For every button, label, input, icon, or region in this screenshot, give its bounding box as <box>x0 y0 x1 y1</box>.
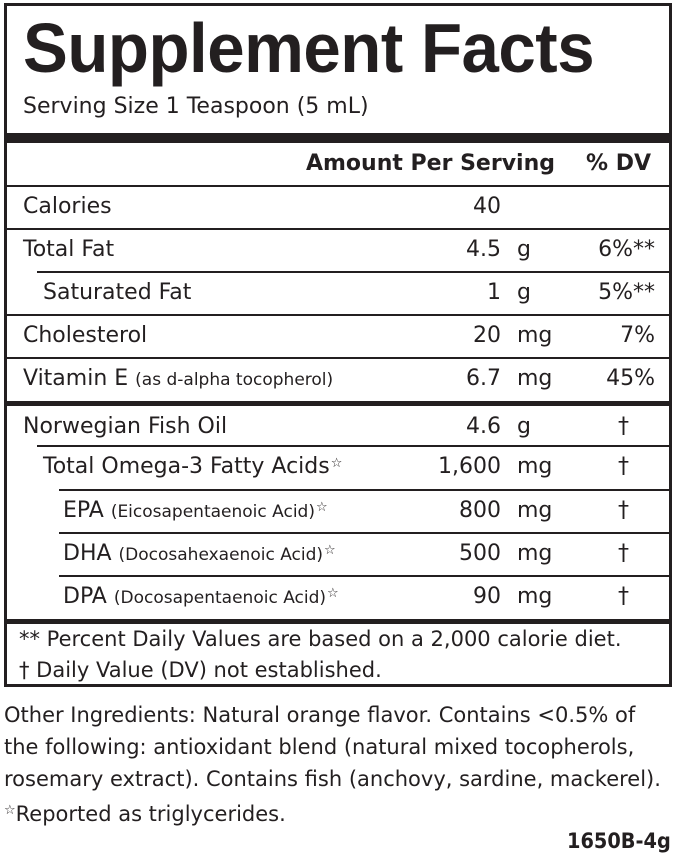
nutrient-unit: mg <box>517 323 553 348</box>
row-divider <box>7 228 669 230</box>
row-divider <box>59 532 669 534</box>
other-ingredients-line: Other Ingredients: Natural orange flavor… <box>4 703 636 727</box>
footnotes: ** Percent Daily Values are based on a 2… <box>19 624 622 686</box>
ingredient-unit: mg <box>517 454 553 479</box>
ingredient-dv: † <box>618 498 629 523</box>
section-divider <box>7 619 669 624</box>
nutrient-row: Total Fat 4.5 g 6%** <box>7 230 669 273</box>
section-divider <box>7 401 669 406</box>
nutrient-amount: 1 <box>487 280 501 305</box>
star-icon: ☆ <box>327 586 339 601</box>
star-icon: ☆ <box>324 543 336 558</box>
product-code: 1650B-4g <box>567 829 671 853</box>
ingredient-name-text: DPA <box>63 584 114 609</box>
nutrient-row: Vitamin E (as d-alpha tocopherol) 6.7 mg… <box>7 359 669 402</box>
ingredient-name-text: EPA <box>63 498 111 523</box>
star-footnote-text: Reported as triglycerides. <box>15 802 286 826</box>
ingredient-name: Norwegian Fish Oil <box>23 414 228 439</box>
ingredient-qualifier: (Docosahexaenoic Acid) <box>118 545 324 565</box>
nutrient-row: Calories 40 <box>7 187 669 230</box>
ingredient-unit: mg <box>517 584 553 609</box>
ingredient-amount: 1,600 <box>438 454 501 479</box>
row-divider <box>7 357 669 359</box>
nutrient-unit: g <box>517 237 531 262</box>
supplement-facts-panel: Supplement Facts Serving Size 1 Teaspoon… <box>4 3 672 687</box>
row-divider <box>7 314 669 316</box>
serving-size: Serving Size 1 Teaspoon (5 mL) <box>23 94 369 119</box>
row-divider <box>37 271 669 273</box>
nutrient-name: Calories <box>23 194 112 219</box>
ingredient-dv: † <box>618 584 629 609</box>
ingredient-row: Norwegian Fish Oil 4.6 g † <box>7 407 669 450</box>
ingredient-amount: 4.6 <box>466 414 501 439</box>
nutrient-name: Cholesterol <box>23 323 148 348</box>
star-icon: ☆ <box>330 456 343 471</box>
ingredient-qualifier: (Docosapentaenoic Acid) <box>113 588 327 608</box>
ingredient-row: Total Omega-3 Fatty Acids☆ 1,600 mg † <box>7 447 669 490</box>
nutrient-amount: 4.5 <box>466 237 501 262</box>
nutrient-dv: 6%** <box>598 237 655 262</box>
ingredient-unit: g <box>517 414 531 439</box>
amount-per-serving-header: Amount Per Serving <box>305 151 555 176</box>
other-ingredients: Other Ingredients: Natural orange flavor… <box>4 699 674 830</box>
ingredient-amount: 800 <box>459 498 501 523</box>
header-divider <box>7 185 669 187</box>
ingredient-name: Total Omega-3 Fatty Acids☆ <box>43 454 342 479</box>
nutrient-qualifier: (as d-alpha tocopherol) <box>135 370 334 390</box>
nutrient-amount: 6.7 <box>466 366 501 391</box>
ingredient-dv: † <box>618 454 629 479</box>
ingredient-row: EPA (Eicosapentaenoic Acid)☆ 800 mg † <box>7 491 669 534</box>
column-header-row: Amount Per Serving % DV <box>7 143 669 185</box>
footnote-dv-not-established: † Daily Value (DV) not established. <box>19 658 382 682</box>
row-divider <box>59 575 669 577</box>
ingredient-qualifier: (Eicosapentaenoic Acid) <box>110 502 315 522</box>
ingredient-unit: mg <box>517 498 553 523</box>
row-divider <box>59 489 669 491</box>
nutrient-amount: 20 <box>473 323 501 348</box>
nutrient-name: Saturated Fat <box>43 280 192 305</box>
row-divider <box>37 445 669 447</box>
nutrient-dv: 45% <box>606 366 655 391</box>
footnote-dv-basis: ** Percent Daily Values are based on a 2… <box>19 627 622 651</box>
star-icon: ☆ <box>315 500 328 515</box>
nutrient-name: Total Fat <box>23 237 115 262</box>
ingredient-name: DPA (Docosapentaenoic Acid)☆ <box>63 584 339 609</box>
percent-dv-header: % DV <box>586 151 651 176</box>
nutrient-amount: 40 <box>473 194 501 219</box>
nutrient-unit: mg <box>517 366 553 391</box>
ingredient-row: DHA (Docosahexaenoic Acid)☆ 500 mg † <box>7 534 669 577</box>
nutrient-name-text: Vitamin E <box>23 366 136 391</box>
star-footnote: ☆Reported as triglycerides. <box>4 795 674 830</box>
ingredient-amount: 90 <box>473 584 501 609</box>
ingredient-name: DHA (Docosahexaenoic Acid)☆ <box>63 541 336 566</box>
ingredient-row: DPA (Docosapentaenoic Acid)☆ 90 mg † <box>7 577 669 620</box>
thick-divider <box>7 133 669 143</box>
ingredient-dv: † <box>618 414 629 439</box>
panel-title: Supplement Facts <box>23 9 595 87</box>
star-icon: ☆ <box>4 803 16 818</box>
ingredient-unit: mg <box>517 541 553 566</box>
nutrient-dv: 7% <box>620 323 655 348</box>
other-ingredients-line: the following: antioxidant blend (natura… <box>4 735 635 759</box>
ingredient-amount: 500 <box>459 541 501 566</box>
nutrient-row: Saturated Fat 1 g 5%** <box>7 273 669 316</box>
ingredient-name-text: DHA <box>63 541 119 566</box>
nutrient-name: Vitamin E (as d-alpha tocopherol) <box>23 366 333 391</box>
ingredient-dv: † <box>618 541 629 566</box>
ingredient-name: EPA (Eicosapentaenoic Acid)☆ <box>63 498 328 523</box>
nutrient-dv: 5%** <box>598 280 655 305</box>
other-ingredients-line: rosemary extract). Contains fish (anchov… <box>4 767 661 791</box>
nutrient-unit: g <box>517 280 531 305</box>
ingredient-name-text: Total Omega-3 Fatty Acids <box>43 454 330 479</box>
nutrient-row: Cholesterol 20 mg 7% <box>7 316 669 359</box>
